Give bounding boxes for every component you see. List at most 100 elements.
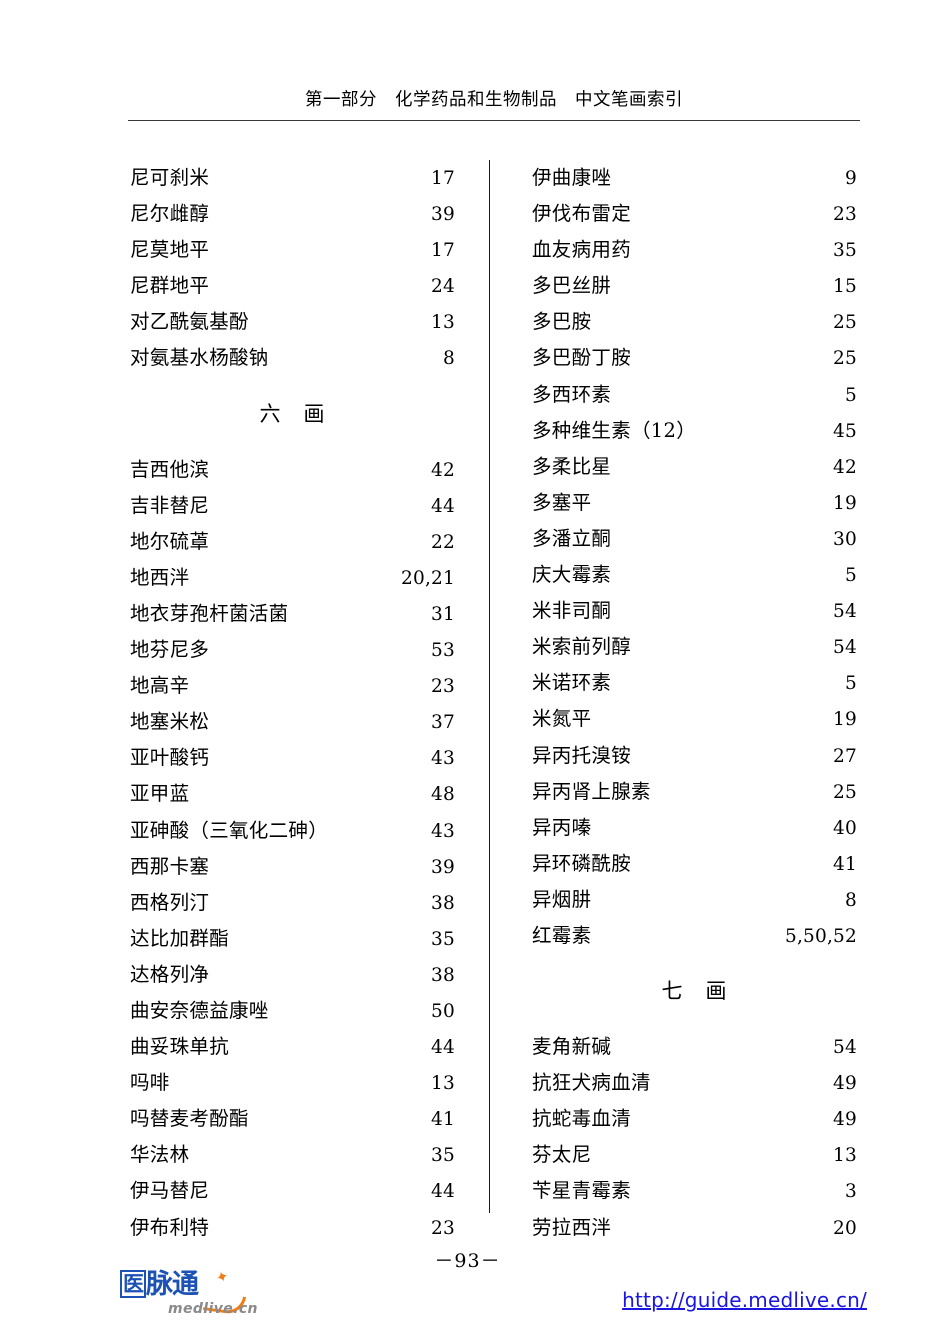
index-entry-pages: 25 bbox=[833, 348, 857, 370]
index-entry-pages: 48 bbox=[431, 784, 455, 806]
index-entry: 吉非替尼 44 bbox=[130, 488, 455, 524]
index-entry-pages: 35 bbox=[431, 928, 455, 950]
index-entry-term: 多潘立酮 bbox=[532, 526, 612, 550]
index-entry-pages: 39 bbox=[431, 856, 455, 878]
index-entry: 米诺环素 5 bbox=[532, 665, 857, 701]
index-entry: 伊曲康唑 9 bbox=[532, 160, 857, 196]
index-entry: 多巴酚丁胺 25 bbox=[532, 340, 857, 376]
index-entry-pages: 19 bbox=[833, 492, 857, 514]
index-entry-pages: 42 bbox=[833, 456, 857, 478]
index-entry-pages: 25 bbox=[833, 312, 857, 334]
index-entry-pages: 20,21 bbox=[401, 567, 455, 589]
index-entry-pages: 30 bbox=[833, 528, 857, 550]
index-entry: 西格列汀 38 bbox=[130, 885, 455, 921]
index-entry-pages: 54 bbox=[833, 637, 857, 659]
index-entry: 抗狂犬病血清 49 bbox=[532, 1065, 857, 1101]
index-entry: 多巴丝肼 15 bbox=[532, 268, 857, 304]
index-entry-term: 伊曲康唑 bbox=[532, 166, 612, 189]
index-entry-pages: 43 bbox=[431, 748, 455, 770]
index-entry-pages: 54 bbox=[833, 601, 857, 623]
index-entry: 多柔比星 42 bbox=[532, 449, 857, 485]
index-entry-term: 伊马替尼 bbox=[130, 1179, 210, 1203]
site-url-link[interactable]: http://guide.medlive.cn/ bbox=[622, 1288, 867, 1312]
index-entry-pages: 5,50,52 bbox=[784, 925, 857, 947]
index-entry-pages: 25 bbox=[833, 781, 857, 803]
index-entry: 华法林 35 bbox=[130, 1137, 455, 1173]
index-entry-term: 亚甲蓝 bbox=[130, 782, 190, 806]
page-number: －93－ bbox=[434, 1250, 501, 1272]
index-entry-term: 米索前列醇 bbox=[532, 635, 632, 659]
index-entry-pages: 17 bbox=[431, 240, 455, 262]
index-column-right: 伊曲康唑 9 伊伐布雷定 23 血友病用药 35 多巴丝肼 15 多巴胺 25 多巴酚丁胺 25 多西环… bbox=[532, 160, 857, 1246]
index-entry-term: 伊布利特 bbox=[130, 1215, 210, 1239]
index-entry-pages: 43 bbox=[431, 820, 455, 842]
index-entry: 伊布利特 23 bbox=[130, 1210, 455, 1246]
index-entry-pages: 5 bbox=[845, 673, 857, 695]
index-entry: 地塞米松 37 bbox=[130, 704, 455, 740]
index-entry: 亚砷酸（三氧化二砷） 43 bbox=[130, 813, 455, 849]
index-entry: 多塞平 19 bbox=[532, 485, 857, 521]
index-entry: 米非司酮 54 bbox=[532, 593, 857, 629]
index-entry: 西那卡塞 39 bbox=[130, 849, 455, 885]
index-entry-term: 对氨基水杨酸钠 bbox=[130, 346, 269, 370]
index-entry: 抗蛇毒血清 49 bbox=[532, 1101, 857, 1137]
index-entry: 多巴胺 25 bbox=[532, 304, 857, 340]
index-entry-pages: 24 bbox=[431, 276, 455, 298]
logo-box-glyph: 医 bbox=[120, 1270, 146, 1298]
index-entry-pages: 45 bbox=[833, 420, 857, 442]
index-entry: 尼群地平 24 bbox=[130, 268, 455, 304]
index-column-left: 尼可刹米 17 尼尔雌醇 39 尼莫地平 17 尼群地平 24 对乙酰氨基酚 13 对氨基水杨酸钠 8… bbox=[130, 160, 455, 1246]
index-entry: 地西泮 20,21 bbox=[130, 560, 455, 596]
index-entry-term: 抗蛇毒血清 bbox=[532, 1107, 632, 1131]
index-entry-pages: 23 bbox=[833, 204, 857, 226]
running-head-text: 第一部分 化学药品和生物制品 中文笔画索引 bbox=[305, 90, 683, 110]
index-entry-term: 劳拉西泮 bbox=[532, 1215, 612, 1239]
index-entry: 苄星青霉素 3 bbox=[532, 1173, 857, 1209]
index-entry-pages: 13 bbox=[431, 312, 455, 334]
logo-spark-icon: ✦ bbox=[213, 1266, 232, 1288]
index-entry-pages: 42 bbox=[431, 459, 455, 481]
index-entry-term: 曲妥珠单抗 bbox=[130, 1035, 230, 1059]
index-entry-term: 亚砷酸（三氧化二砷） bbox=[130, 818, 329, 842]
index-entry-pages: 31 bbox=[431, 603, 455, 625]
index-entry-pages: 5 bbox=[845, 565, 857, 587]
index-entry: 血友病用药 35 bbox=[532, 232, 857, 268]
index-entry: 异丙肾上腺素 25 bbox=[532, 774, 857, 810]
index-entry-term: 尼群地平 bbox=[130, 274, 210, 298]
index-entry-pages: 19 bbox=[833, 709, 857, 731]
index-entry-term: 多巴丝肼 bbox=[532, 274, 612, 298]
index-entry-pages: 3 bbox=[845, 1181, 857, 1203]
logo-subtext: medlive.cn bbox=[168, 1301, 258, 1317]
index-entry-pages: 35 bbox=[833, 240, 857, 262]
index-entry: 吗啡 13 bbox=[130, 1065, 455, 1101]
index-entry-pages: 44 bbox=[431, 1037, 455, 1059]
index-entry-pages: 54 bbox=[833, 1037, 857, 1059]
index-entry-pages: 38 bbox=[431, 964, 455, 986]
index-entry-pages: 15 bbox=[833, 276, 857, 298]
index-entry: 吗替麦考酚酯 41 bbox=[130, 1101, 455, 1137]
index-entry-pages: 27 bbox=[833, 745, 857, 767]
index-entry: 亚叶酸钙 43 bbox=[130, 740, 455, 776]
index-entry: 地芬尼多 53 bbox=[130, 632, 455, 668]
index-entry-pages: 13 bbox=[431, 1073, 455, 1095]
index-entry: 异烟肼 8 bbox=[532, 882, 857, 918]
stroke-count-heading: 六 画 bbox=[259, 401, 326, 426]
index-entry-term: 达比加群酯 bbox=[130, 926, 230, 950]
index-entry: 对氨基水杨酸钠 8 bbox=[130, 340, 455, 376]
index-entry-term: 异丙肾上腺素 bbox=[532, 779, 651, 803]
index-entry: 对乙酰氨基酚 13 bbox=[130, 304, 455, 340]
index-entry: 庆大霉素 5 bbox=[532, 557, 857, 593]
index-entry-pages: 41 bbox=[833, 853, 857, 875]
index-entry-pages: 53 bbox=[431, 640, 455, 662]
index-entry: 多种维生素（12） 45 bbox=[532, 413, 857, 449]
index-body: 尼可刹米 17 尼尔雌醇 39 尼莫地平 17 尼群地平 24 对乙酰氨基酚 13 对氨基水杨酸钠 8… bbox=[0, 160, 935, 1239]
index-entry-pages: 5 bbox=[845, 384, 857, 406]
index-entry: 劳拉西泮 20 bbox=[532, 1210, 857, 1246]
index-entry: 尼尔雌醇 39 bbox=[130, 196, 455, 232]
index-entry-term: 米诺环素 bbox=[532, 671, 612, 695]
index-entry: 地高辛 23 bbox=[130, 668, 455, 704]
index-entry-term: 抗狂犬病血清 bbox=[532, 1071, 651, 1095]
index-entry-pages: 50 bbox=[431, 1000, 455, 1022]
index-entry-term: 达格列净 bbox=[130, 962, 210, 986]
index-entry: 地尔硫䓬 22 bbox=[130, 524, 455, 560]
